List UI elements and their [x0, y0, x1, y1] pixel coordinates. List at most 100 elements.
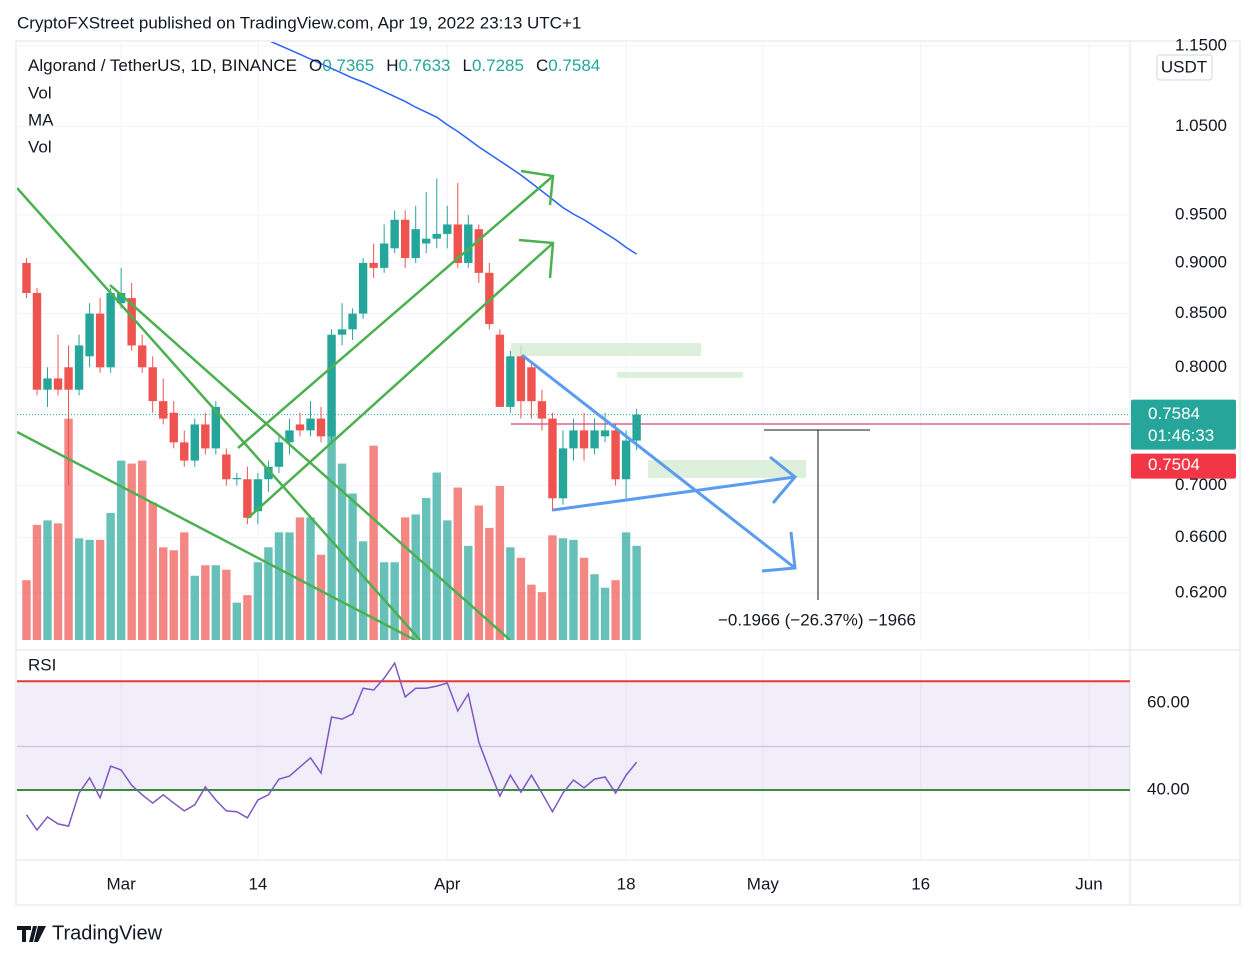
candle-body [127, 298, 136, 346]
candle-body [569, 430, 578, 449]
arrow-head [761, 531, 797, 573]
volume-bar [569, 539, 578, 640]
legend-symbol: Algorand / TetherUS, 1D, BINANCE [28, 56, 297, 75]
y-tick-label: 1.1500 [1175, 35, 1227, 54]
volume-bar [159, 547, 168, 640]
volume-bar [201, 565, 210, 640]
volume-bar [243, 595, 252, 640]
candle-body [537, 401, 547, 419]
x-tick-label: 18 [617, 874, 636, 893]
candle-body [180, 442, 189, 461]
volume-bar [211, 565, 221, 640]
volume-bar [443, 520, 452, 640]
candle-body [632, 414, 641, 441]
rsi-title: RSI [28, 655, 56, 674]
candle-body [106, 292, 115, 368]
candle-body [611, 430, 620, 480]
volume-bar [180, 532, 189, 640]
volume-bar [506, 547, 515, 640]
volume-bar [600, 587, 610, 640]
candle-body [232, 478, 242, 480]
candle-body [53, 378, 63, 390]
candle-body [527, 367, 536, 402]
y-tick-label: 0.6200 [1175, 583, 1227, 602]
volume-bar [137, 460, 147, 640]
candle-body [306, 418, 315, 431]
trend-line [17, 187, 421, 640]
candle-body [85, 313, 94, 357]
volume-bar [148, 502, 157, 640]
legend-value: 0.7365 [322, 56, 374, 75]
y-tick-label: 0.9000 [1175, 252, 1227, 271]
volume-bar [527, 584, 536, 640]
y-tick-label: 0.9500 [1175, 205, 1227, 224]
zone [511, 343, 701, 356]
candle-body [22, 262, 31, 293]
volume-bar [348, 493, 357, 640]
volume-bar [432, 472, 441, 640]
volume-bar [222, 569, 231, 640]
unit-box [1156, 54, 1213, 81]
drawings [17, 169, 870, 640]
volume-bar [106, 512, 115, 640]
volume-bar [590, 574, 599, 640]
x-tick-label: Apr [434, 874, 461, 893]
y-tick-label: 1.0500 [1175, 116, 1227, 135]
volume-bar [127, 463, 136, 640]
candle-body [295, 424, 305, 431]
candle-body [43, 378, 52, 390]
candle-body [390, 219, 399, 249]
volume-bar [74, 538, 84, 640]
arrow-head [769, 455, 798, 504]
candle-body [348, 313, 357, 330]
indicator-label: Vol [28, 137, 52, 156]
candle-body [116, 292, 126, 304]
candle-body [464, 224, 473, 263]
x-tick-label: Mar [107, 874, 137, 893]
candle-body [253, 479, 263, 512]
candle-body [558, 448, 568, 499]
candle-body [506, 356, 515, 407]
volume-bar [169, 550, 178, 640]
volume-bar [485, 527, 494, 640]
volume-bar [632, 545, 641, 640]
rsi-tick-label: 40.00 [1147, 779, 1190, 798]
candle-body [432, 233, 441, 239]
volume-bar [22, 580, 31, 640]
legend-value: 0.7633 [399, 56, 451, 75]
volume-bar [495, 486, 505, 640]
candle-body [264, 466, 273, 480]
legend-value: 0.7285 [472, 56, 524, 75]
candle-body [148, 367, 157, 402]
volume-bar [274, 532, 284, 640]
candle-body [485, 272, 494, 325]
logo: TradingView [17, 922, 163, 944]
candle-body [201, 424, 210, 449]
volume-bar [306, 517, 315, 640]
candle-body [316, 418, 326, 437]
header: CryptoFXStreet published on TradingView.… [17, 13, 581, 32]
candle-body [400, 219, 410, 259]
candle-body [243, 479, 252, 518]
x-tick-label: Jun [1075, 874, 1102, 893]
volume-bar [327, 418, 336, 640]
candle-body [495, 334, 505, 407]
candle-body [516, 356, 526, 402]
volume-bar [558, 538, 568, 640]
measure-label: −0.1966 (−26.37%) −1966 [718, 610, 916, 629]
rsi-tick-label: 60.00 [1147, 693, 1190, 712]
volume-bar [190, 575, 199, 640]
candle-body [32, 292, 42, 390]
trend-arrow [552, 475, 796, 512]
candle-body [169, 412, 178, 443]
candle-body [285, 430, 294, 443]
ma-line [270, 42, 638, 255]
trend-arrow [247, 242, 554, 519]
volume-bar [548, 535, 557, 640]
zone [648, 460, 806, 478]
legend-value: 0.7584 [548, 56, 600, 75]
candle-body [274, 442, 284, 467]
volume-bar [253, 562, 263, 640]
volume-bar [358, 541, 368, 640]
